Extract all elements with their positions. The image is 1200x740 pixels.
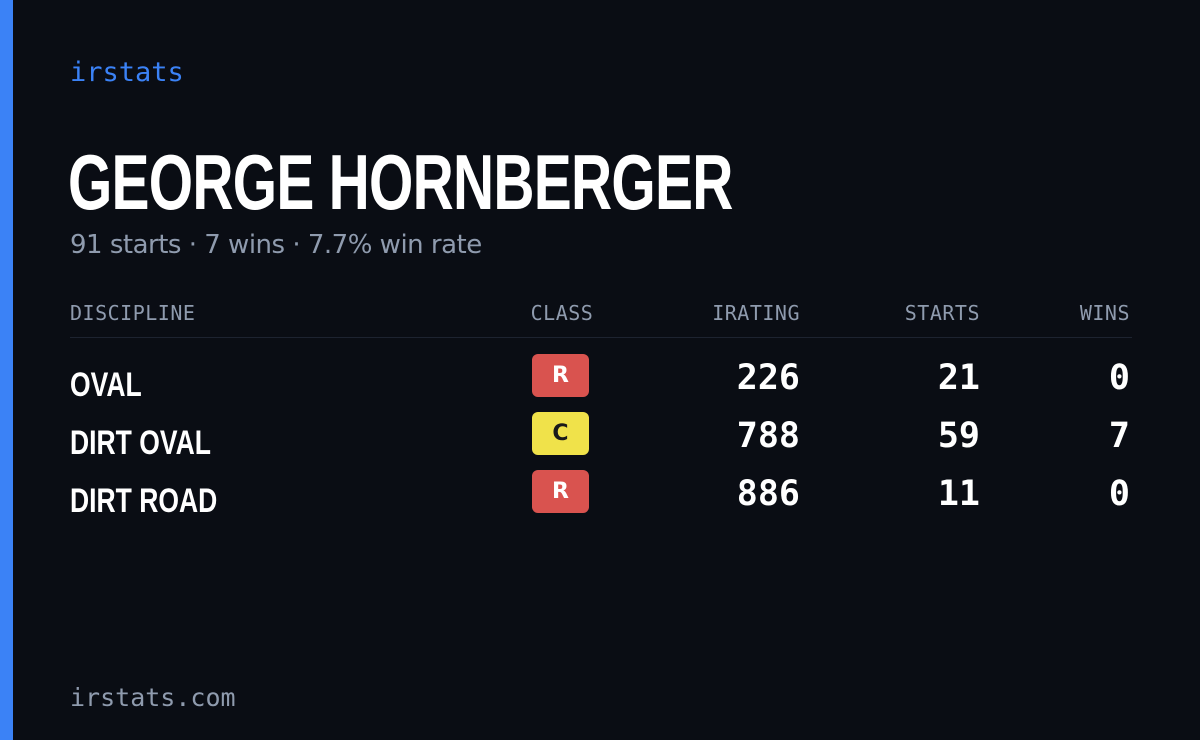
starts-value: 11	[937, 474, 980, 514]
column-header-starts: STARTS	[904, 301, 980, 325]
footer-url[interactable]: irstats.com	[70, 683, 236, 712]
table-row: DIRT ROAD R 886 11 0	[70, 470, 1132, 528]
table-body: OVAL R 226 21 0 DIRT OVAL C 788 59 7 DIR…	[70, 338, 1132, 528]
irating-value: 788	[736, 416, 800, 456]
table-row: OVAL R 226 21 0	[70, 354, 1132, 412]
column-header-discipline: DISCIPLINE	[70, 301, 196, 325]
class-badge: R	[532, 354, 589, 397]
driver-name: GEORGE HORNBERGER	[68, 138, 733, 226]
wins-value: 0	[1108, 474, 1130, 514]
table-header: DISCIPLINE CLASS IRATING STARTS WINS	[70, 298, 1132, 338]
class-badge: C	[532, 412, 589, 455]
table-row: DIRT OVAL C 788 59 7	[70, 412, 1132, 470]
irating-value: 226	[736, 358, 800, 398]
starts-value: 59	[937, 416, 980, 456]
discipline-name: OVAL	[70, 366, 142, 404]
wins-value: 0	[1108, 358, 1130, 398]
starts-value: 21	[937, 358, 980, 398]
driver-summary: 91 starts · 7 wins · 7.7% win rate	[70, 230, 482, 260]
accent-bar	[0, 0, 13, 740]
wins-value: 7	[1108, 416, 1130, 456]
column-header-class: CLASS	[530, 301, 594, 325]
column-header-wins: WINS	[1079, 301, 1130, 325]
class-badge: R	[532, 470, 589, 513]
stats-table: DISCIPLINE CLASS IRATING STARTS WINS OVA…	[70, 298, 1132, 528]
discipline-name: DIRT OVAL	[70, 424, 211, 462]
column-header-irating: IRATING	[712, 301, 800, 325]
brand-logo[interactable]: irstats	[70, 57, 184, 88]
discipline-name: DIRT ROAD	[70, 482, 218, 520]
irating-value: 886	[736, 474, 800, 514]
